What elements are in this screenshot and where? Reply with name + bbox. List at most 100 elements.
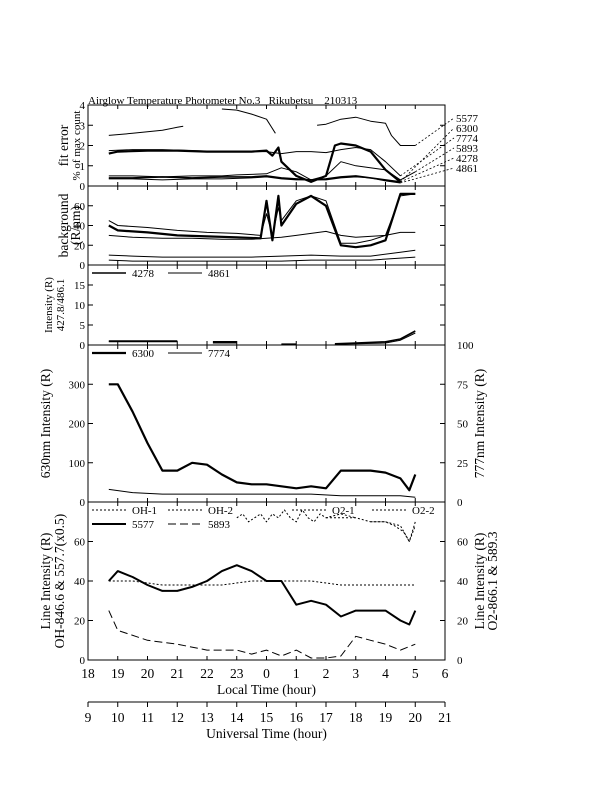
- x-tick-label-universal: 17: [319, 710, 333, 725]
- x-tick-label-local: 18: [81, 666, 95, 681]
- x-tick-label-local: 5: [412, 666, 419, 681]
- x-tick-label-universal: 11: [141, 710, 154, 725]
- series-line-intensity-5577: [108, 564, 417, 626]
- y-tick-label: 40: [74, 221, 86, 233]
- legend-label-OH-1: OH-1: [132, 505, 157, 517]
- x-tick-label-local: 3: [352, 666, 359, 681]
- x-tick-label-local: 2: [323, 666, 330, 681]
- y-tick-right-label: 100: [457, 340, 474, 352]
- x-tick-label-universal: 14: [230, 710, 244, 725]
- legend-label-5893: 5893: [208, 519, 231, 531]
- x-tick-label-local: 19: [111, 666, 125, 681]
- series-line-intensity-5893: [108, 610, 416, 659]
- y-tick-right-label: 40: [457, 576, 469, 588]
- x-tick-label-local: 1: [293, 666, 300, 681]
- x-tick-label-universal: 9: [85, 710, 92, 725]
- x-tick-label-universal: 18: [349, 710, 363, 725]
- series-fit-error-7774: [108, 147, 401, 177]
- legend-label-OH-2: OH-2: [208, 505, 233, 517]
- x-tick-label-universal: 19: [379, 710, 393, 725]
- panel-frame: [87, 344, 446, 503]
- series-fit-error-5893: [108, 161, 416, 181]
- y-tick-label: 0: [80, 655, 86, 667]
- series-line-intensity-OH-2: [236, 509, 356, 523]
- series-background-4278: [108, 256, 416, 262]
- legend-label-4278: 4278: [456, 153, 479, 165]
- y-axis-label-right: Line Intensity (R): [472, 533, 487, 630]
- y-tick-label: 4: [80, 100, 86, 112]
- y-tick-label: 100: [69, 458, 86, 470]
- x-tick-label-local: 0: [263, 666, 270, 681]
- legend-leader-6300: [400, 127, 455, 183]
- y-axis-label-2: (R/nm): [68, 206, 83, 245]
- panel-blue-intensity: 0 5 10 15 Intensity (R) 427.8/486.1 4278 4861: [43, 264, 446, 352]
- y-tick-label: 3: [80, 120, 86, 132]
- series-background-7774: [108, 230, 416, 240]
- x-tick-label-local: 6: [442, 666, 449, 681]
- y-axis-label: background: [56, 193, 71, 257]
- y-tick-right-label: 25: [457, 458, 469, 470]
- x-tick-label-universal: 21: [438, 710, 452, 725]
- y-tick-label: 60: [74, 201, 86, 213]
- x-tick-label-local: 22: [200, 666, 214, 681]
- legend-label-5577: 5577: [132, 519, 155, 531]
- legend-leader-4278: [400, 157, 455, 183]
- series-red-intensity-6300: [108, 383, 417, 492]
- y-tick-label: 2: [80, 141, 86, 153]
- y-tick-right-label: 0: [457, 655, 463, 667]
- panel-fit-error: 0 1 2 3 4 fit error% of max count 557763007774…: [56, 100, 479, 193]
- legend-leader-5893: [415, 147, 455, 173]
- y-tick-label: 5: [80, 320, 86, 332]
- x-tick-label-universal: 16: [290, 710, 304, 725]
- x-tick-label-universal: 12: [171, 710, 185, 725]
- x-tick-label-local: 23: [230, 666, 244, 681]
- series-background-5893: [108, 249, 416, 258]
- y-axis-label-2: 427.8/486.1: [55, 279, 67, 332]
- y-axis-label: Intensity (R): [43, 277, 55, 333]
- legend-label-O2-1: O2-1: [332, 505, 355, 517]
- series-blue-intensity-4278: [108, 330, 416, 345]
- chart-title: Airglow Temperature Photometer No.3 Riku…: [88, 95, 358, 107]
- y-axis-label-2: OH-846.6 & 557.7(x0.5): [52, 514, 67, 649]
- y-axis-label: fit error: [56, 124, 71, 166]
- x-tick-label-local: 20: [141, 666, 155, 681]
- series-blue-intensity-4861: [108, 332, 416, 346]
- y-tick-right-label: 60: [457, 537, 469, 549]
- x-tick-label-local: 4: [382, 666, 389, 681]
- x-tick-label-local: 21: [171, 666, 185, 681]
- y-axis-label-right-2: O2-866.1 & 589.3: [485, 531, 500, 630]
- y-tick-label: 300: [69, 379, 86, 391]
- x-tick-label-universal: 20: [409, 710, 423, 725]
- y-axis-label-right: 777nm Intensity (R): [472, 369, 487, 479]
- series-line-intensity-OH-1: [108, 580, 416, 586]
- legend-leader-7774: [400, 137, 455, 177]
- legend-leader-4861: [400, 167, 455, 184]
- series-fit-error-5577: [108, 108, 416, 146]
- y-tick-label: 40: [74, 576, 86, 588]
- series-red-intensity-7774: [108, 488, 416, 498]
- legend-label-7774: 7774: [208, 348, 231, 360]
- y-tick-right-label: 50: [457, 419, 469, 431]
- x-tick-label-universal: 15: [260, 710, 274, 725]
- legend-label-7774: 7774: [456, 133, 479, 145]
- series-line-intensity-O2-2: [370, 521, 416, 542]
- legend-label-6300: 6300: [132, 348, 155, 360]
- y-tick-label: 0: [80, 340, 86, 352]
- series-background-5577: [108, 193, 416, 244]
- y-tick-label: 200: [69, 419, 86, 431]
- x-tick-label-universal: 13: [200, 710, 214, 725]
- legend-label-O2-2: O2-2: [412, 505, 435, 517]
- y-tick-label: 20: [74, 240, 86, 252]
- y-tick-label: 15: [74, 280, 86, 292]
- legend-label-4861: 4861: [456, 163, 478, 175]
- y-tick-label: 20: [74, 616, 86, 628]
- y-tick-right-label: 75: [457, 379, 469, 391]
- legend-label-5893: 5893: [456, 143, 479, 155]
- series-fit-error-4861: [108, 176, 401, 184]
- series-background-6300: [108, 192, 416, 249]
- series-line-intensity-O2-1: [326, 517, 416, 542]
- y-tick-label: 60: [74, 537, 86, 549]
